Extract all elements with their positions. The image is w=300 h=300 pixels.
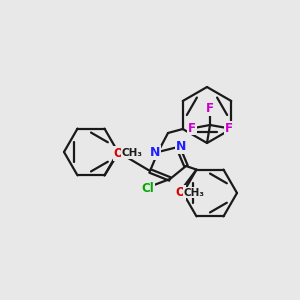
Text: F: F xyxy=(188,122,196,134)
Text: CH₃: CH₃ xyxy=(122,148,143,158)
Text: Cl: Cl xyxy=(142,182,154,196)
Text: F: F xyxy=(225,122,233,134)
Text: N: N xyxy=(176,140,186,152)
Text: N: N xyxy=(150,146,160,158)
Text: CH₃: CH₃ xyxy=(184,188,205,198)
Text: O: O xyxy=(176,186,185,199)
Text: F: F xyxy=(206,103,214,116)
Text: O: O xyxy=(113,147,124,160)
